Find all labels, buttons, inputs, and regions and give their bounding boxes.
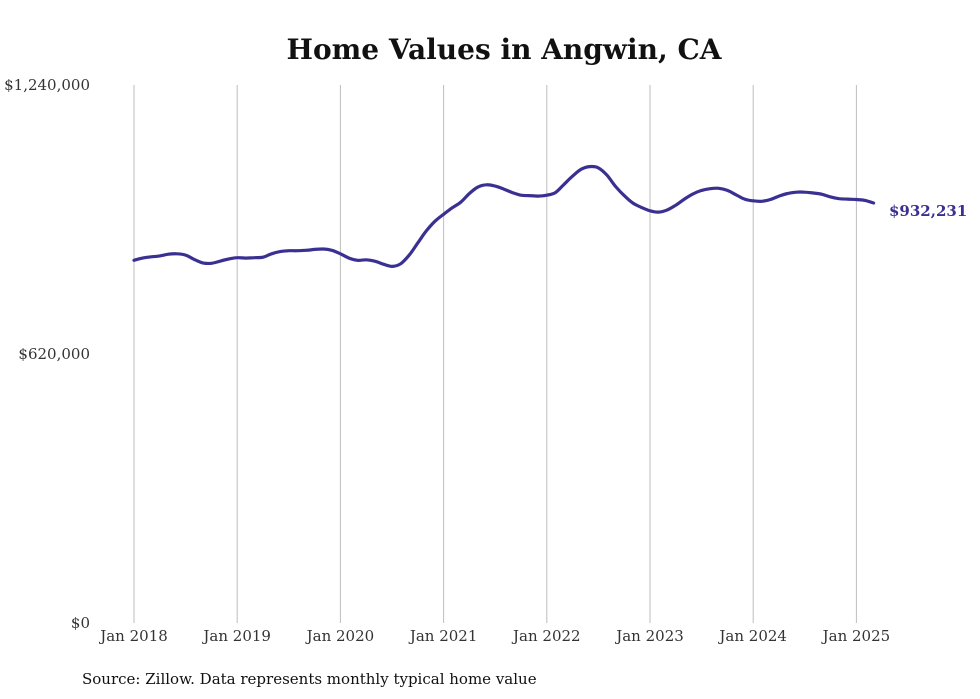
x-tick-label: Jan 2019 [201, 627, 271, 645]
chart-title: Home Values in Angwin, CA [287, 33, 723, 66]
home-value-line [132, 164, 876, 268]
x-tick-label: Jan 2021 [408, 627, 478, 645]
end-value-label: $932,231 [889, 202, 967, 220]
y-tick-label: $0 [71, 614, 90, 632]
x-tick-label: Jan 2020 [305, 627, 375, 645]
x-tick-label: Jan 2024 [717, 627, 787, 645]
x-tick-label: Jan 2025 [821, 627, 891, 645]
grid-lines [133, 85, 857, 623]
y-axis-ticks: $0 $620,000 $1,240,000 [4, 76, 90, 632]
x-tick-label: Jan 2018 [98, 627, 168, 645]
y-tick-label: $620,000 [18, 345, 90, 363]
x-axis-ticks: Jan 2018 Jan 2019 Jan 2020 Jan 2021 Jan 2022… [98, 627, 890, 645]
y-tick-label: $1,240,000 [4, 76, 90, 94]
x-tick-label: Jan 2022 [511, 627, 581, 645]
x-tick-label: Jan 2023 [614, 627, 684, 645]
source-note: Source: Zillow. Data represents monthly … [82, 670, 537, 688]
